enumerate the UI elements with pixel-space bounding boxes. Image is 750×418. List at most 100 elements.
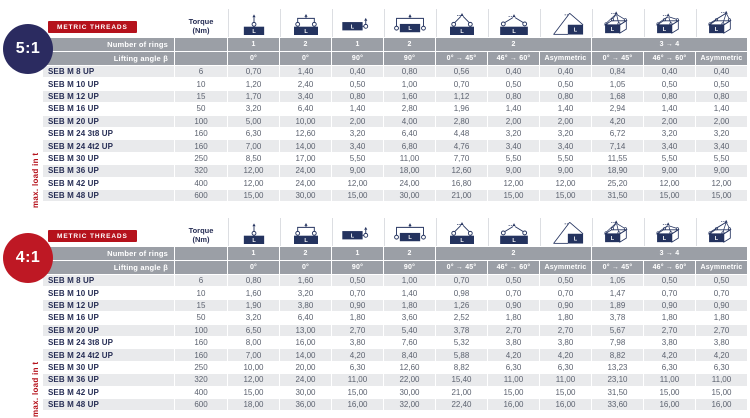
load-value: 1,47 bbox=[592, 287, 643, 299]
configuration-icon-cell: L bbox=[592, 9, 643, 37]
lifting-angle-header: 46° → 60° bbox=[644, 52, 695, 65]
load-value: 30,00 bbox=[384, 386, 435, 398]
load-value: 0,80 bbox=[644, 90, 695, 103]
torque-value: 10 bbox=[175, 78, 227, 90]
load-capacity-table-5to1: METRIC THREADS Torque (Nm) L L L L L L L L L L Numbe… bbox=[42, 8, 748, 202]
load-value: 0,70 bbox=[540, 287, 591, 299]
lifting-angle-header: 0° bbox=[280, 261, 331, 274]
load-value: 3,40 bbox=[540, 140, 591, 152]
load-value: 3,40 bbox=[696, 140, 747, 152]
load-value: 4,48 bbox=[436, 127, 487, 140]
table-row: SEB M 24 3t8 UP 160 8,00 16,00 3,80 7,60 5,32 3… bbox=[43, 336, 747, 349]
product-row-label: SEB M 42 UP bbox=[43, 386, 174, 398]
load-value: 30,00 bbox=[280, 386, 331, 398]
product-row-label: SEB M 20 UP bbox=[43, 115, 174, 127]
load-value: 15,40 bbox=[436, 374, 487, 386]
load-value: 7,60 bbox=[384, 336, 435, 349]
load-value: 1,05 bbox=[592, 78, 643, 90]
load-value: 2,40 bbox=[280, 78, 331, 90]
load-value: 5,50 bbox=[488, 152, 539, 165]
ring-count-header: 2 bbox=[280, 38, 331, 51]
max-load-unit-label: max. load in t bbox=[31, 152, 40, 208]
table-row: SEB M 16 UP 50 3,20 6,40 1,80 3,60 2,52 1,80 1,8… bbox=[43, 312, 747, 324]
configuration-icon-cell: L bbox=[592, 218, 643, 246]
configuration-icon-cell: L bbox=[488, 9, 539, 37]
load-value: 8,00 bbox=[228, 336, 279, 349]
load-capacity-table-4to1: METRIC THREADS Torque (Nm) L L L L L L L L L L Numbe… bbox=[42, 217, 748, 411]
table-row: SEB M 10 UP 10 1,20 2,40 0,50 1,00 0,70 0,50 0,5… bbox=[43, 78, 747, 90]
svg-text:L: L bbox=[351, 233, 355, 239]
load-value: 0,50 bbox=[332, 275, 383, 287]
torque-value: 6 bbox=[175, 66, 227, 78]
load-value: 0,80 bbox=[228, 275, 279, 287]
load-value: 11,00 bbox=[644, 374, 695, 386]
load-value: 12,00 bbox=[332, 177, 383, 189]
load-value: 1,40 bbox=[332, 103, 383, 115]
sling-asymmetric-2-ring-icon: L bbox=[541, 218, 591, 246]
table-row: SEB M 42 UP 400 12,00 24,00 12,00 24,00 16,80 1… bbox=[43, 177, 747, 189]
load-value: 9,00 bbox=[644, 165, 695, 177]
lifting-angle-header: 0° → 45° bbox=[592, 52, 643, 65]
load-value: 13,23 bbox=[592, 361, 643, 374]
configuration-icon-cell: L bbox=[696, 218, 747, 246]
load-value: 24,00 bbox=[384, 177, 435, 189]
load-value: 3,80 bbox=[540, 336, 591, 349]
load-value: 16,00 bbox=[540, 398, 591, 411]
load-value: 1,12 bbox=[436, 90, 487, 103]
load-value: 16,00 bbox=[488, 398, 539, 411]
load-value: 32,00 bbox=[384, 398, 435, 411]
load-value: 3,20 bbox=[696, 127, 747, 140]
table-row: SEB M 42 UP 400 15,00 30,00 15,00 30,00 21,00 1… bbox=[43, 386, 747, 398]
load-value: 1,40 bbox=[540, 103, 591, 115]
load-value: 11,00 bbox=[540, 374, 591, 386]
load-value: 1,00 bbox=[384, 275, 435, 287]
max-load-unit-label: max. load in t bbox=[31, 361, 40, 417]
hoist-side-90deg-1-ring-icon: L bbox=[333, 9, 383, 37]
ring-count-header: 1 bbox=[332, 38, 383, 51]
configuration-icon-cell: L bbox=[332, 218, 383, 246]
configuration-icon-cell: L bbox=[436, 218, 487, 246]
load-value: 21,00 bbox=[436, 386, 487, 398]
load-value: 15,00 bbox=[696, 386, 747, 398]
load-value: 11,55 bbox=[592, 152, 643, 165]
load-value: 2,52 bbox=[436, 312, 487, 324]
load-value: 0,90 bbox=[644, 299, 695, 312]
load-value: 8,50 bbox=[228, 152, 279, 165]
load-value: 1,60 bbox=[228, 287, 279, 299]
lifting-angle-header: 0° bbox=[228, 52, 279, 65]
load-value: 4,20 bbox=[332, 349, 383, 361]
svg-text:L: L bbox=[512, 29, 516, 35]
load-value: 12,00 bbox=[488, 177, 539, 189]
product-row-label: SEB M 42 UP bbox=[43, 177, 174, 189]
load-value: 6,80 bbox=[384, 140, 435, 152]
lifting-angle-header: 46° → 60° bbox=[644, 261, 695, 274]
load-value: 1,00 bbox=[384, 78, 435, 90]
load-value: 6,30 bbox=[540, 361, 591, 374]
load-value: 2,94 bbox=[592, 103, 643, 115]
load-value: 3,78 bbox=[436, 324, 487, 336]
load-value: 1,80 bbox=[384, 299, 435, 312]
torque-value: 400 bbox=[175, 177, 227, 189]
hoist-vertical-1-ring-icon: L bbox=[229, 9, 279, 37]
svg-text:L: L bbox=[663, 27, 667, 33]
load-value: 6,72 bbox=[592, 127, 643, 140]
lifting-angle-header: Asymmetric bbox=[540, 52, 591, 65]
load-value: 16,80 bbox=[436, 177, 487, 189]
safety-factor-badge-4to1: 4:1 bbox=[3, 233, 53, 283]
sling-asymmetric-2-ring-icon: L bbox=[541, 9, 591, 37]
svg-text:L: L bbox=[715, 27, 719, 33]
load-value: 16,00 bbox=[332, 398, 383, 411]
hoist-side-90deg-1-ring-icon: L bbox=[333, 218, 383, 246]
svg-text:L: L bbox=[304, 29, 308, 35]
load-value: 1,80 bbox=[332, 312, 383, 324]
load-value: 3,80 bbox=[488, 336, 539, 349]
load-value: 9,00 bbox=[540, 165, 591, 177]
load-value: 3,20 bbox=[332, 127, 383, 140]
load-value: 1,80 bbox=[540, 312, 591, 324]
load-value: 8,40 bbox=[384, 349, 435, 361]
load-value: 15,00 bbox=[488, 189, 539, 202]
load-value: 15,00 bbox=[540, 189, 591, 202]
sling-46-60deg-2-ring-icon: L bbox=[489, 9, 539, 37]
load-value: 1,68 bbox=[592, 90, 643, 103]
